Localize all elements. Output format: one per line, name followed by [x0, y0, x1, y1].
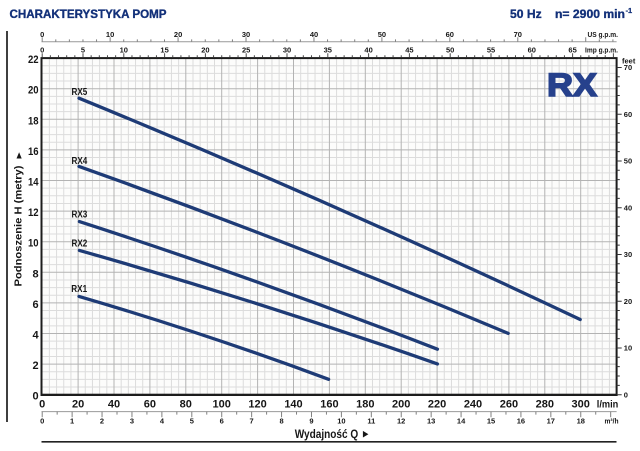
svg-text:60: 60: [528, 45, 536, 54]
svg-text:40: 40: [364, 45, 372, 54]
svg-text:RX5: RX5: [72, 86, 88, 98]
svg-text:CHARAKTERYSTYKA POMP: CHARAKTERYSTYKA POMP: [10, 7, 167, 21]
svg-text:20: 20: [624, 297, 632, 306]
svg-text:9: 9: [309, 416, 313, 425]
svg-text:6: 6: [220, 416, 224, 425]
svg-text:60: 60: [624, 110, 632, 119]
svg-text:70: 70: [514, 30, 522, 39]
svg-text:220: 220: [428, 398, 446, 410]
svg-text:Wydajność Q: Wydajność Q: [295, 427, 359, 441]
svg-text:240: 240: [464, 398, 482, 410]
svg-text:18: 18: [577, 416, 585, 425]
svg-text:US g.p.m.: US g.p.m.: [588, 30, 619, 39]
svg-text:11: 11: [367, 416, 375, 425]
svg-text:4: 4: [32, 330, 39, 342]
svg-text:0: 0: [624, 390, 628, 399]
svg-text:10: 10: [624, 344, 632, 353]
svg-text:10: 10: [106, 30, 114, 39]
svg-text:0: 0: [40, 45, 44, 54]
svg-text:160: 160: [320, 398, 338, 410]
svg-text:0: 0: [40, 416, 44, 425]
svg-text:8: 8: [280, 416, 284, 425]
svg-text:10: 10: [337, 416, 345, 425]
svg-text:10: 10: [120, 45, 128, 54]
svg-text:17: 17: [547, 416, 555, 425]
svg-text:260: 260: [500, 398, 518, 410]
svg-text:30: 30: [624, 250, 632, 259]
svg-text:200: 200: [392, 398, 410, 410]
svg-text:65: 65: [568, 45, 576, 54]
svg-text:RX: RX: [547, 67, 598, 103]
svg-text:25: 25: [242, 45, 250, 54]
svg-text:40: 40: [310, 30, 318, 39]
svg-text:RX4: RX4: [72, 155, 88, 167]
svg-text:16: 16: [28, 146, 39, 158]
svg-text:55: 55: [487, 45, 495, 54]
svg-text:180: 180: [356, 398, 374, 410]
svg-text:50 Hz: 50 Hz: [510, 7, 542, 21]
svg-text:20: 20: [72, 398, 84, 410]
svg-text:30: 30: [242, 30, 250, 39]
svg-text:50: 50: [378, 30, 386, 39]
svg-text:100: 100: [213, 398, 231, 410]
svg-text:5: 5: [81, 45, 85, 54]
svg-text:5: 5: [190, 416, 194, 425]
svg-text:16: 16: [517, 416, 525, 425]
svg-text:RX1: RX1: [71, 283, 87, 295]
svg-text:60: 60: [446, 30, 454, 39]
svg-text:50: 50: [624, 157, 632, 166]
svg-text:12: 12: [397, 416, 405, 425]
svg-text:70: 70: [624, 63, 632, 72]
svg-text:n= 2900 min: n= 2900 min: [555, 7, 625, 21]
svg-text:RX3: RX3: [72, 208, 88, 220]
svg-text:4: 4: [160, 416, 165, 425]
svg-text:15: 15: [487, 416, 495, 425]
svg-text:300: 300: [572, 398, 590, 410]
svg-text:6: 6: [32, 299, 38, 311]
svg-text:20: 20: [174, 30, 182, 39]
svg-text:3: 3: [130, 416, 134, 425]
svg-text:20: 20: [201, 45, 209, 54]
svg-text:feet: feet: [622, 57, 636, 66]
svg-text:30: 30: [283, 45, 291, 54]
svg-text:0: 0: [40, 30, 44, 39]
svg-text:7: 7: [250, 416, 254, 425]
svg-text:40: 40: [624, 203, 632, 212]
svg-text:18: 18: [28, 115, 39, 127]
svg-text:2: 2: [100, 416, 104, 425]
svg-text:120: 120: [248, 398, 266, 410]
svg-text:0: 0: [32, 391, 38, 403]
svg-text:RX2: RX2: [72, 237, 88, 249]
svg-text:-1: -1: [626, 6, 633, 15]
svg-text:40: 40: [108, 398, 120, 410]
svg-text:12: 12: [28, 207, 39, 219]
svg-text:m³/h: m³/h: [605, 416, 619, 425]
svg-text:60: 60: [144, 398, 156, 410]
svg-text:22: 22: [28, 54, 39, 66]
svg-text:Podnoszenie H (metry): Podnoszenie H (metry): [14, 166, 25, 287]
svg-text:20: 20: [28, 85, 39, 97]
svg-text:0: 0: [39, 398, 45, 410]
svg-text:l/min: l/min: [597, 399, 619, 410]
svg-text:15: 15: [160, 45, 168, 54]
svg-text:8: 8: [32, 268, 38, 280]
svg-text:10: 10: [28, 238, 39, 250]
svg-text:Imp g.p.m.: Imp g.p.m.: [585, 45, 618, 54]
svg-text:140: 140: [284, 398, 302, 410]
svg-text:80: 80: [180, 398, 192, 410]
svg-text:280: 280: [536, 398, 554, 410]
svg-text:14: 14: [28, 177, 39, 189]
svg-text:45: 45: [405, 45, 413, 54]
svg-text:13: 13: [427, 416, 435, 425]
svg-text:1: 1: [70, 416, 74, 425]
svg-text:2: 2: [32, 360, 38, 372]
svg-text:14: 14: [457, 416, 466, 425]
svg-text:35: 35: [324, 45, 332, 54]
svg-text:50: 50: [446, 45, 454, 54]
